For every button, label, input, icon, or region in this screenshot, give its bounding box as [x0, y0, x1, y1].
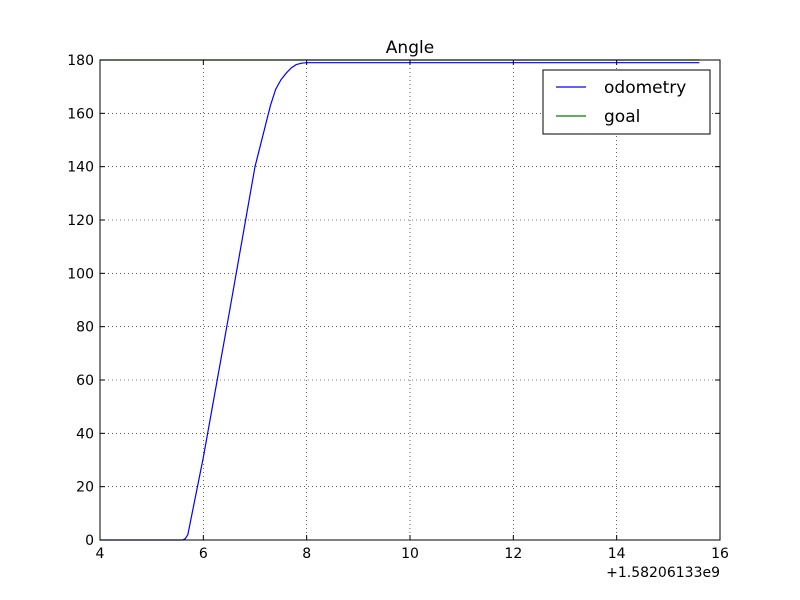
y-tick-label: 0	[85, 533, 94, 549]
x-tick-label: 4	[96, 546, 105, 562]
x-tick-label: 14	[608, 546, 626, 562]
legend-label-goal: goal	[604, 107, 640, 127]
x-tick-label: 8	[302, 546, 311, 562]
y-tick-label: 100	[67, 266, 94, 282]
y-tick-label: 180	[67, 53, 94, 69]
y-tick-label: 140	[67, 160, 94, 176]
y-tick-label: 80	[76, 320, 94, 336]
y-tick-label: 20	[76, 480, 94, 496]
x-tick-label: 12	[504, 546, 522, 562]
y-tick-label: 40	[76, 426, 94, 442]
series-line-odometry	[100, 62, 700, 541]
x-tick-label: 6	[199, 546, 208, 562]
legend-label-odometry: odometry	[604, 78, 686, 98]
x-offset-label: +1.58206133e9	[606, 565, 720, 581]
y-tick-label: 160	[67, 106, 94, 122]
x-tick-label: 16	[711, 546, 729, 562]
legend-box	[542, 69, 711, 135]
x-tick-label: 10	[401, 546, 419, 562]
legend: odometry goal	[542, 69, 711, 135]
chart-title: Angle	[386, 38, 434, 58]
y-tick-label: 120	[67, 213, 94, 229]
y-tick-label: 60	[76, 373, 94, 389]
